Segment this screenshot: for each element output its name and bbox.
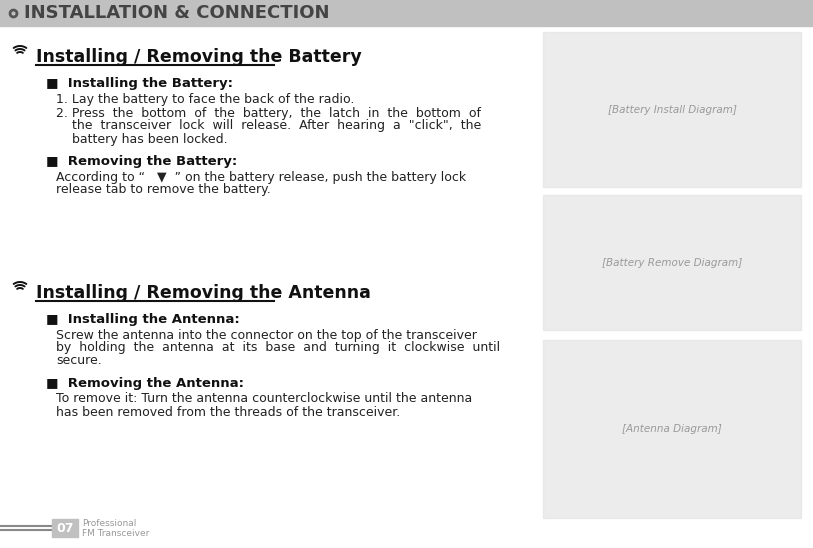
Bar xyxy=(0,0,813,26)
Text: To remove it: Turn the antenna counterclockwise until the antenna: To remove it: Turn the antenna countercl… xyxy=(56,392,472,406)
Bar xyxy=(543,195,801,330)
Text: ■  Installing the Antenna:: ■ Installing the Antenna: xyxy=(46,312,240,326)
Text: Installing / Removing the Antenna: Installing / Removing the Antenna xyxy=(36,284,371,302)
Text: 1. Lay the battery to face the back of the radio.: 1. Lay the battery to face the back of t… xyxy=(56,93,354,106)
Text: INSTALLATION & CONNECTION: INSTALLATION & CONNECTION xyxy=(24,4,329,22)
Text: battery has been locked.: battery has been locked. xyxy=(56,133,228,146)
Bar xyxy=(52,519,78,537)
Bar xyxy=(543,32,801,187)
Text: ■  Removing the Battery:: ■ Removing the Battery: xyxy=(46,155,237,168)
Text: the  transceiver  lock  will  release.  After  hearing  a  "click",  the: the transceiver lock will release. After… xyxy=(56,119,481,133)
Text: Installing / Removing the Battery: Installing / Removing the Battery xyxy=(36,48,362,66)
Bar xyxy=(543,340,801,518)
Text: 07: 07 xyxy=(56,522,74,534)
Text: secure.: secure. xyxy=(56,355,102,368)
Text: [Battery Remove Diagram]: [Battery Remove Diagram] xyxy=(602,258,742,268)
Text: has been removed from the threads of the transceiver.: has been removed from the threads of the… xyxy=(56,406,400,419)
Text: According to “   ▼  ” on the battery release, push the battery lock: According to “ ▼ ” on the battery releas… xyxy=(56,170,466,184)
Text: release tab to remove the battery.: release tab to remove the battery. xyxy=(56,184,271,197)
Text: Screw the antenna into the connector on the top of the transceiver: Screw the antenna into the connector on … xyxy=(56,328,477,341)
Text: 2. Press  the  bottom  of  the  battery,  the  latch  in  the  bottom  of: 2. Press the bottom of the battery, the … xyxy=(56,106,481,119)
Text: [Battery Install Diagram]: [Battery Install Diagram] xyxy=(607,105,737,115)
Text: ■  Installing the Battery:: ■ Installing the Battery: xyxy=(46,77,233,89)
Text: ■  Removing the Antenna:: ■ Removing the Antenna: xyxy=(46,376,244,390)
Text: Professional: Professional xyxy=(82,520,137,528)
Text: [Antenna Diagram]: [Antenna Diagram] xyxy=(622,424,722,434)
Text: by  holding  the  antenna  at  its  base  and  turning  it  clockwise  until: by holding the antenna at its base and t… xyxy=(56,341,500,355)
Text: FM Transceiver: FM Transceiver xyxy=(82,529,150,539)
